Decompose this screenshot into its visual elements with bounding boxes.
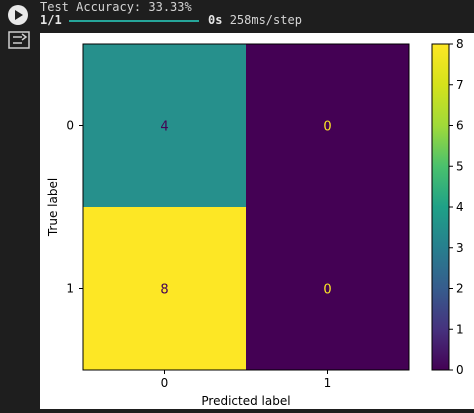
progress-bar	[69, 20, 199, 22]
test-accuracy-text: Test Accuracy: 33.33%	[40, 0, 192, 14]
confusion-matrix-chart: 4 0 8 0 0 1 0 1 Predicted label True label 0 1 2 3 4 5 6…	[46, 37, 464, 408]
matrix-cell-1-0	[83, 207, 246, 370]
cell-value-1-0: 8	[160, 283, 168, 298]
colorbar-tick-label-5: 5	[456, 159, 464, 173]
confusion-matrix-figure: 4 0 8 0 0 1 0 1 Predicted label True label 0 1 2 3 4 5 6…	[40, 33, 474, 409]
x-tick-label-1: 1	[324, 376, 332, 390]
colorbar-tick-label-0: 0	[456, 363, 464, 377]
x-axis-label: Predicted label	[201, 394, 290, 408]
y-tick-label-0: 0	[66, 119, 74, 133]
colorbar-tick-label-6: 6	[456, 119, 464, 133]
colorbar-tick-label-8: 8	[456, 37, 464, 51]
colorbar-tick-label-1: 1	[456, 322, 464, 336]
colorbar	[431, 43, 450, 371]
colorbar-tick-label-2: 2	[456, 282, 464, 296]
play-icon[interactable]	[8, 5, 28, 25]
cell-bottom-border	[38, 409, 474, 413]
colorbar-tick-label-4: 4	[456, 200, 464, 214]
y-tick-label-1: 1	[66, 282, 74, 296]
cell-gutter	[0, 0, 38, 413]
y-axis-label: True label	[46, 178, 60, 237]
cell-value-0-0: 4	[160, 120, 168, 135]
time-label: 0s	[208, 13, 223, 27]
progress-count: 1/1	[40, 13, 62, 27]
matrix-cell-1-1	[246, 207, 409, 370]
output-toggle-icon[interactable]	[7, 30, 31, 50]
matrix-cell-0-0	[83, 44, 246, 207]
step-timing: 0s 258ms/step	[208, 13, 302, 27]
matrix-cell-0-1	[246, 44, 409, 207]
plot-frame	[82, 43, 410, 371]
cell-value-1-1: 0	[323, 283, 331, 298]
colorbar-tick-label-3: 3	[456, 241, 464, 255]
colorbar-tick-label-7: 7	[456, 78, 464, 92]
x-tick-label-0: 0	[161, 376, 169, 390]
step-label: 258ms/step	[229, 13, 302, 27]
cell-value-0-1: 0	[323, 120, 331, 135]
